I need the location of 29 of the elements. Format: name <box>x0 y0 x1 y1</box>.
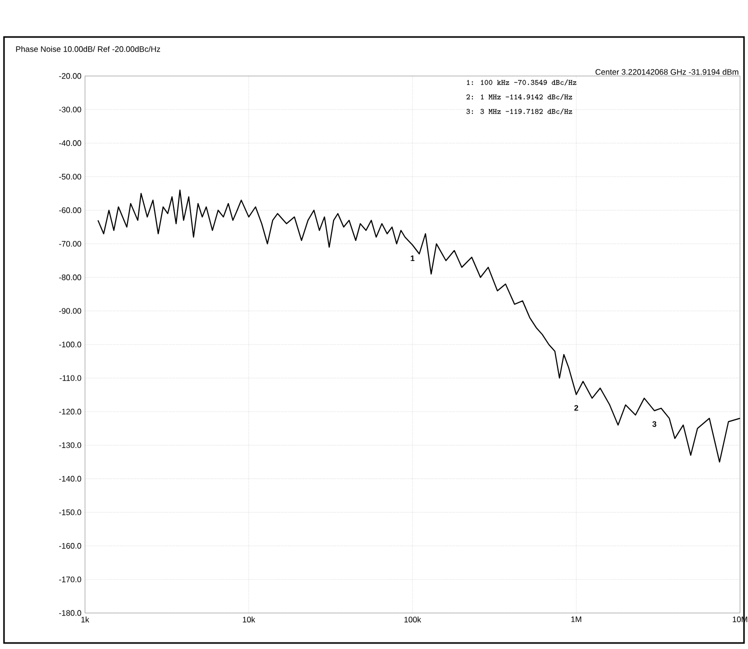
y-tick-label: -160.0 <box>59 543 82 549</box>
y-tick-label: -20.00 <box>59 73 82 79</box>
annotation: 1: 100 kHz -70.3549 dBc/Hz <box>466 79 576 86</box>
y-tick-label: -120.0 <box>59 408 82 414</box>
y-tick-label: -170.0 <box>59 576 82 582</box>
annotation: 3: 3 MHz -119.7182 dBc/Hz <box>466 108 572 115</box>
annotation: 1 <box>410 256 414 262</box>
y-tick-label: -60.00 <box>59 207 82 214</box>
x-tick-label: 1M <box>571 616 582 622</box>
x-tick-label: 1k <box>81 616 90 622</box>
y-tick-label: -180.0 <box>59 610 82 616</box>
y-tick-label: -30.00 <box>59 106 82 112</box>
annotation: 2 <box>574 405 578 411</box>
x-tick-label: 100k <box>404 616 422 622</box>
y-tick-label: -110.0 <box>60 375 82 381</box>
annotation: 2: 1 MHz -114.9142 dBc/Hz <box>466 94 572 100</box>
chart-title: Phase Noise 10.00dB/ Ref -20.00dBc/Hz <box>16 46 160 52</box>
text: Center 3.220142068 GHz -31.9194 dBm <box>596 68 738 75</box>
y-tick-label: -40.00 <box>59 140 82 146</box>
y-tick-label: -50.00 <box>59 174 82 180</box>
y-tick-label: -130.0 <box>59 442 82 448</box>
y-tick-label: -90.00 <box>59 308 82 314</box>
annotation: 3 <box>652 421 656 427</box>
y-tick-label: -70.00 <box>59 240 82 247</box>
y-tick-label: -150.0 <box>59 509 82 516</box>
x-tick-label: 10k <box>242 616 256 622</box>
y-tick-label: -100.0 <box>59 342 82 348</box>
y-tick-label: -80.00 <box>59 274 82 280</box>
y-tick-label: -140.0 <box>59 476 82 482</box>
